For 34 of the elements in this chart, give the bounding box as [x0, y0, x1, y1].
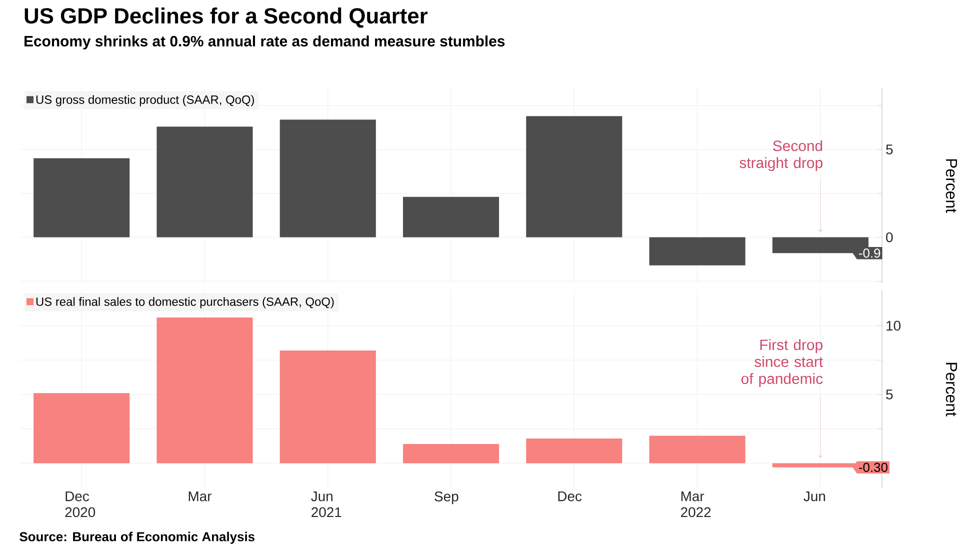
bar — [280, 120, 376, 238]
y-tick-label: 0 — [886, 232, 893, 242]
y-tick-label: 5 — [886, 390, 893, 400]
legend-label: US real final sales to domestic purchasers (SAAR, QoQ) — [36, 297, 334, 308]
x-tick-label: Jun 2021 — [311, 492, 342, 518]
y-tick-label: 5 — [886, 144, 893, 154]
annotation: Second straight drop — [740, 140, 822, 172]
bar — [34, 393, 130, 464]
legend-label: US gross domestic product (SAAR, QoQ) — [36, 95, 254, 106]
data-label: -0.30 — [859, 462, 888, 472]
x-tick-label: Jun — [804, 492, 826, 502]
chart-title: US GDP Declines for a Second Quarter — [24, 8, 428, 28]
bar — [34, 158, 130, 238]
x-tick-label: Dec 2020 — [65, 492, 96, 518]
y-tick-label: 10 — [886, 320, 900, 331]
source-note: Source: Bureau of Economic Analysis — [20, 532, 254, 544]
bar — [402, 444, 500, 464]
data-label: -0.9 — [859, 248, 880, 258]
x-tick-label: Dec — [558, 492, 582, 502]
bar — [156, 126, 253, 238]
bar — [280, 350, 376, 464]
x-tick-label: Mar 2022 — [680, 492, 711, 518]
bar — [156, 317, 253, 464]
bar — [526, 438, 622, 464]
x-tick-label: Sep — [434, 491, 458, 504]
bar — [526, 116, 622, 238]
annotation: First drop since start of pandemic — [741, 339, 823, 387]
chart-subtitle: Economy shrinks at 0.9% annual rate as demand measure stumbles — [24, 36, 505, 50]
bar — [649, 237, 746, 266]
x-tick-label: Mar — [188, 492, 212, 502]
bar — [402, 196, 500, 238]
y-axis-title: Percent — [946, 362, 957, 416]
y-axis-title: Percent — [946, 159, 957, 213]
bar — [649, 436, 746, 464]
